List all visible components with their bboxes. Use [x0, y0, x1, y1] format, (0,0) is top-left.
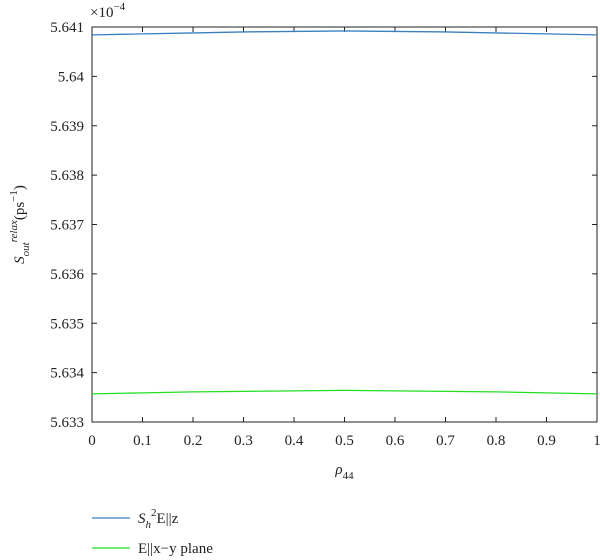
y-offset-label-part: −4 [113, 1, 125, 13]
x-tick-label: 1 [593, 433, 600, 449]
x-tick-label: 0.9 [537, 433, 556, 449]
legend-label-part: 2 [151, 507, 157, 519]
y-axis-label-part: −1 [8, 190, 20, 202]
x-tick-label: 0.4 [285, 433, 304, 449]
x-tick-label: 0.7 [436, 433, 455, 449]
y-offset-label-part: ×10 [90, 5, 113, 21]
y-tick-label: 5.634 [50, 366, 84, 382]
y-tick-label: 5.641 [50, 20, 84, 36]
y-tick-label: 5.637 [50, 218, 84, 234]
y-axis-label-part: S [12, 256, 28, 264]
legend-label: E||x−y plane [138, 541, 213, 557]
legend-label-part: E||x−y plane [138, 541, 213, 557]
legend-label-part: h [146, 519, 152, 531]
x-tick-label: 0.1 [133, 433, 152, 449]
x-tick-label: 0.8 [487, 433, 506, 449]
y-tick-label: 5.638 [50, 168, 84, 184]
y-axis-label: Soutrelax(ps−1) [8, 185, 32, 264]
y-axis-label-part: ) [12, 185, 28, 190]
y-tick-label: 5.633 [50, 415, 84, 431]
y-axis-label-part: relax [8, 220, 20, 242]
legend-label-part: S [138, 511, 146, 527]
y-tick-label: 5.636 [50, 267, 84, 283]
y-axis-label-part: (ps [12, 202, 28, 220]
y-tick-label: 5.64 [58, 69, 85, 85]
x-axis-label-part: 44 [343, 470, 355, 482]
x-tick-label: 0.5 [335, 433, 354, 449]
y-axis-label-part: out [20, 241, 32, 256]
x-tick-label: 0.2 [184, 433, 203, 449]
legend-label: Sh2E||z [138, 507, 179, 531]
x-tick-label: 0 [88, 433, 96, 449]
x-tick-label: 0.3 [234, 433, 253, 449]
series-line [91, 30, 598, 36]
y-offset-label: ×10−4 [90, 1, 126, 21]
y-tick-label: 5.635 [50, 316, 84, 332]
series-line [91, 389, 598, 395]
y-tick-label: 5.639 [50, 119, 84, 135]
x-tick-label: 0.6 [386, 433, 405, 449]
legend-label-part: E||z [157, 511, 179, 527]
x-axis-label-part: ρ [334, 462, 342, 478]
plot-frame [91, 26, 598, 423]
x-axis-label: ρ44 [334, 462, 354, 482]
